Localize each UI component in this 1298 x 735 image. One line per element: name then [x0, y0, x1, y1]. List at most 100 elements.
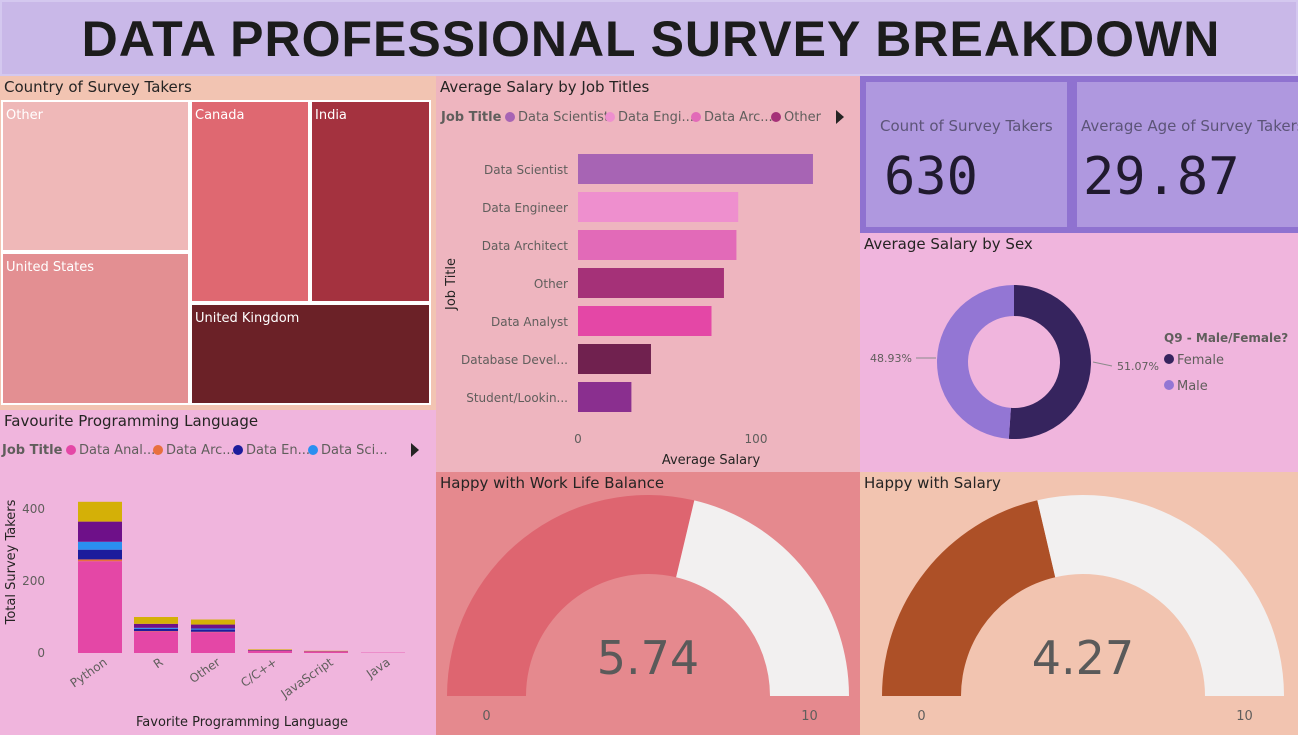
job-category-label: Data Architect	[482, 239, 569, 253]
gauge-min-label: 0	[482, 709, 490, 724]
lang-bar-segment	[191, 619, 235, 625]
kpi-age-value: 29.87	[1083, 147, 1240, 207]
kpi-card-age: Average Age of Survey Takers 29.87	[1077, 82, 1298, 227]
lang-legend-swatch	[308, 445, 318, 455]
work-life-balance-panel: Happy with Work Life Balance 5.74 0 10	[436, 472, 860, 735]
treemap-cell	[190, 303, 431, 405]
lang-y-axis-label: Total Survey Takers	[4, 499, 19, 625]
lang-bar-segment	[191, 632, 235, 653]
lang-legend-item: Data Arc...	[166, 443, 235, 458]
sex-legend-swatch	[1164, 354, 1174, 364]
lang-bar-segment	[78, 561, 122, 653]
kpi-count-label: Count of Survey Takers	[880, 117, 1053, 135]
sex-legend-item: Male	[1177, 379, 1208, 394]
job-y-axis-label: Job Title	[444, 258, 459, 311]
lang-bar-segment	[134, 631, 178, 653]
job-x-axis-label: Average Salary	[662, 453, 761, 468]
donut-slice	[1008, 285, 1091, 439]
salary-chart-title: Happy with Salary	[864, 474, 1001, 492]
job-legend-title: Job Title	[440, 110, 502, 125]
lang-bar-segment	[248, 650, 292, 651]
country-treemap-panel: Country of Survey Takers Other United Sta…	[0, 76, 436, 410]
lang-bar-segment	[248, 650, 292, 653]
lang-bar-segment	[134, 627, 178, 629]
lang-category-label: JavaScript	[278, 655, 336, 702]
sex-chart-title: Average Salary by Sex	[864, 235, 1033, 253]
lang-bar-segment	[304, 651, 348, 653]
salary-gauge: 4.27 0 10	[882, 495, 1284, 724]
donut-data-label: 48.93%	[870, 352, 912, 365]
job-legend-swatch	[771, 112, 781, 122]
treemap-cell	[190, 100, 310, 303]
kpi-panel: Count of Survey Takers 630 Average Age o…	[860, 76, 1298, 233]
job-salary-chart: Job Title Data Scientist Data Engi... Data …	[440, 110, 844, 468]
kpi-age-label: Average Age of Survey Takers	[1081, 117, 1298, 135]
salary-by-job-panel: Average Salary by Job Titles Job Title Da…	[436, 76, 860, 472]
country-treemap: Other United States Canada India United King…	[1, 100, 431, 405]
lang-y-tick: 0	[37, 646, 45, 660]
programming-language-panel: Favourite Programming Language Job Title…	[0, 410, 436, 735]
wlb-gauge: 5.74 0 10	[447, 494, 849, 724]
kpi-card-count: Count of Survey Takers 630	[866, 82, 1067, 227]
lang-bar-segment	[134, 623, 178, 628]
lang-legend-swatch	[153, 445, 163, 455]
treemap-label: United States	[6, 260, 94, 275]
lang-bar-segment	[78, 521, 122, 542]
gauge-min-label: 0	[917, 709, 925, 724]
lang-bar-segment	[78, 541, 122, 550]
job-legend-item: Data Engi...	[618, 110, 694, 125]
sex-legend-title: Q9 - Male/Female?	[1164, 331, 1288, 345]
lang-bar-segment	[191, 628, 235, 630]
treemap-cell	[310, 100, 431, 303]
lang-bar-segment	[191, 629, 235, 632]
gauge-max-label: 10	[1236, 709, 1253, 724]
dashboard-header: DATA PROFESSIONAL SURVEY BREAKDOWN	[0, 0, 1298, 76]
lang-bar-segment	[134, 628, 178, 632]
job-bar	[578, 344, 651, 374]
treemap-label: United Kingdom	[195, 311, 299, 326]
legend-next-icon[interactable]	[836, 110, 844, 124]
job-legend-swatch	[605, 112, 615, 122]
job-legend-swatch	[505, 112, 515, 122]
legend-next-icon[interactable]	[411, 443, 419, 457]
lang-bar-segment	[78, 559, 122, 562]
gauge-remaining-arc	[1037, 495, 1284, 696]
job-legend-item: Other	[784, 110, 822, 125]
lang-chart-title: Favourite Programming Language	[4, 412, 259, 430]
job-legend-item: Data Arc...	[704, 110, 773, 125]
job-category-label: Data Scientist	[484, 163, 568, 177]
job-category-label: Data Engineer	[482, 201, 568, 215]
language-stacked-chart: Job Title Data Anal... Data Arc... Data En.…	[1, 443, 419, 730]
lang-bar-segment	[78, 549, 122, 560]
wlb-chart-title: Happy with Work Life Balance	[440, 474, 665, 492]
lang-legend-title: Job Title	[1, 443, 63, 458]
job-bar	[578, 268, 724, 298]
job-legend-swatch	[691, 112, 701, 122]
lang-category-label: Java	[363, 655, 393, 682]
dashboard-title: DATA PROFESSIONAL SURVEY BREAKDOWN	[81, 11, 1221, 67]
lang-y-tick: 200	[22, 574, 45, 588]
treemap-label: India	[315, 108, 347, 123]
job-bar	[578, 306, 712, 336]
job-bar	[578, 230, 737, 260]
job-category-label: Student/Lookin...	[466, 391, 568, 405]
salary-by-sex-panel: Average Salary by Sex 51.07% 48.93% Q9 - M…	[860, 233, 1298, 472]
lang-legend-swatch	[233, 445, 243, 455]
job-bar	[578, 192, 739, 222]
lang-legend-item: Data Anal...	[79, 443, 155, 458]
sex-donut-chart: 51.07% 48.93% Q9 - Male/Female? Female Male	[870, 285, 1288, 439]
gauge-remaining-arc	[676, 500, 849, 696]
lang-legend-item: Data En...	[246, 443, 310, 458]
job-bar	[578, 382, 632, 412]
donut-leader-line	[1092, 361, 1113, 367]
country-chart-title: Country of Survey Takers	[4, 78, 192, 96]
lang-legend-swatch	[66, 445, 76, 455]
gauge-max-label: 10	[801, 709, 818, 724]
treemap-cell	[1, 100, 190, 252]
salary-happiness-panel: Happy with Salary 4.27 0 10	[860, 472, 1298, 735]
gauge-value-arc	[882, 500, 1056, 696]
job-category-label: Database Devel...	[461, 353, 568, 367]
lang-bar-segment	[78, 501, 122, 522]
lang-legend-item: Data Sci...	[321, 443, 388, 458]
treemap-label: Other	[6, 108, 44, 123]
